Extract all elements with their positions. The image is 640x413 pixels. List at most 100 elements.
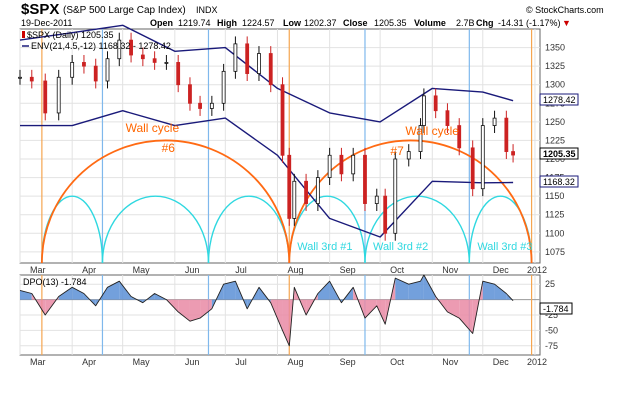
price-tick-label: 1225 — [545, 135, 565, 145]
series-legend-swatch — [22, 31, 25, 38]
month-tick-label: Jul — [235, 265, 247, 275]
month-tick-label: 2012 — [527, 265, 547, 275]
dpo-area-segment — [420, 275, 424, 300]
price-tick-label: 1075 — [545, 247, 565, 257]
price-candle-body — [383, 195, 388, 234]
upper-price-tag: 1278.42 — [539, 93, 579, 106]
price-candle-body — [93, 65, 98, 82]
price-candle-body — [445, 110, 450, 126]
third-cycle-label: Wall 3rd #2 — [373, 241, 428, 253]
dpo-area-segment — [178, 299, 190, 322]
price-candle-body — [152, 58, 157, 63]
dpo-area-segment — [459, 299, 473, 334]
price-candle-body — [43, 80, 48, 114]
month-axis-top: Mar Apr May Jun Jul Aug Sep Oct Nov Dec 2012 — [30, 265, 547, 275]
month-tick-label: Apr — [82, 265, 96, 275]
price-tick-label: 1350 — [545, 43, 565, 53]
price-candle-body — [315, 177, 320, 204]
dpo-area-segment — [494, 284, 507, 300]
price-candle-body — [504, 117, 509, 152]
brand-label: © StockCharts.com — [526, 5, 604, 15]
price-candle-body — [339, 154, 344, 175]
price-tick-label: 1325 — [545, 61, 565, 71]
price-candle-body — [129, 39, 133, 56]
price-candle-body — [492, 117, 497, 126]
price-candle-body — [70, 62, 75, 78]
dpo-area-segment — [223, 281, 236, 300]
dpo-area-segment — [376, 299, 386, 325]
price-candle-body — [511, 151, 515, 156]
lower-envelope — [20, 109, 514, 238]
dpo-month-tick-label: Aug — [287, 357, 303, 367]
svg-text:1168.32: 1168.32 — [543, 177, 575, 187]
dpo-area-segment — [408, 281, 421, 300]
dpo-area-segment — [447, 299, 460, 319]
open-label: Open — [150, 18, 173, 28]
dpo-area-segment — [364, 299, 377, 319]
dpo-month-tick-label: Mar — [30, 357, 46, 367]
dpo-area-segment — [317, 281, 330, 300]
dpo-area-segment — [395, 278, 409, 300]
wall-cycle-number: #7 — [390, 144, 404, 158]
price-candle-body — [164, 62, 169, 64]
dpo-legend: DPO(13) -1.784 — [23, 277, 87, 287]
price-candle-body — [287, 154, 292, 219]
date-label: 19-Dec-2011 — [21, 18, 72, 28]
price-candle-body — [18, 76, 22, 79]
price-candle-body — [209, 102, 214, 109]
price-tick-label: 1125 — [545, 210, 564, 220]
price-candle-body — [393, 158, 398, 234]
dpo-month-tick-label: Apr — [82, 357, 96, 367]
month-tick-label: Jun — [185, 265, 200, 275]
cycle-vertical-lines — [41, 29, 533, 263]
price-tick-label: 1250 — [545, 117, 565, 127]
month-axis-bottom: Mar Apr May Jun Jul Aug Sep Oct Nov Dec 2012 — [30, 357, 547, 367]
price-tick-label: 1300 — [545, 80, 565, 90]
month-tick-label: Aug — [287, 265, 303, 275]
month-tick-label: Mar — [30, 265, 46, 275]
dpo-area-segment — [189, 299, 201, 322]
volume-label: Volume — [414, 18, 446, 28]
envelope-bands — [19, 24, 514, 238]
dpo-month-tick-label: May — [133, 357, 151, 367]
lower-price-tag: 1168.32 — [539, 175, 579, 188]
price-candle-body — [406, 151, 411, 160]
close-price-tag: 1205.35 — [539, 147, 579, 160]
close-value: 1205.35 — [374, 18, 407, 28]
svg-text:1278.42: 1278.42 — [543, 95, 576, 105]
price-candle-body — [457, 125, 462, 149]
price-candle-body — [140, 54, 145, 60]
high-label: High — [217, 18, 237, 28]
price-candle-body — [363, 154, 367, 204]
wall-cycle-arc — [40, 139, 291, 264]
index-name: (S&P 500 Large Cap Index) — [63, 5, 186, 16]
month-tick-label: Oct — [390, 265, 405, 275]
low-value: 1202.37 — [304, 18, 337, 28]
price-candle-body — [280, 84, 285, 156]
dpo-axis: -75 -50 -25 25 — [545, 279, 558, 351]
close-label: Close — [343, 18, 368, 28]
wall-cycle-label: Wall cycle — [126, 121, 180, 135]
svg-text:1205.35: 1205.35 — [543, 149, 576, 159]
dpo-value-tag: -1.784 — [539, 302, 573, 315]
price-candle-body — [374, 195, 379, 204]
price-candle-body — [421, 95, 426, 126]
volume-value: 2.7B — [456, 18, 475, 28]
price-candle-body — [268, 53, 273, 86]
price-candle-body — [105, 58, 110, 82]
wall-cycle-arc — [288, 139, 533, 264]
dpo-area-segment — [58, 287, 73, 300]
month-tick-label: Sep — [340, 265, 356, 275]
price-candle-body — [418, 125, 423, 152]
month-tick-label: May — [133, 265, 151, 275]
price-candle-body — [176, 62, 181, 86]
price-candle-body — [233, 43, 238, 72]
svg-text:-1.784: -1.784 — [543, 304, 569, 314]
upper-envelope — [19, 24, 514, 123]
high-value: 1224.57 — [242, 18, 275, 28]
dpo-tick-label: 25 — [545, 279, 555, 289]
month-tick-label: Nov — [442, 265, 459, 275]
wall-cycle-label: Wall cycle — [405, 124, 459, 138]
